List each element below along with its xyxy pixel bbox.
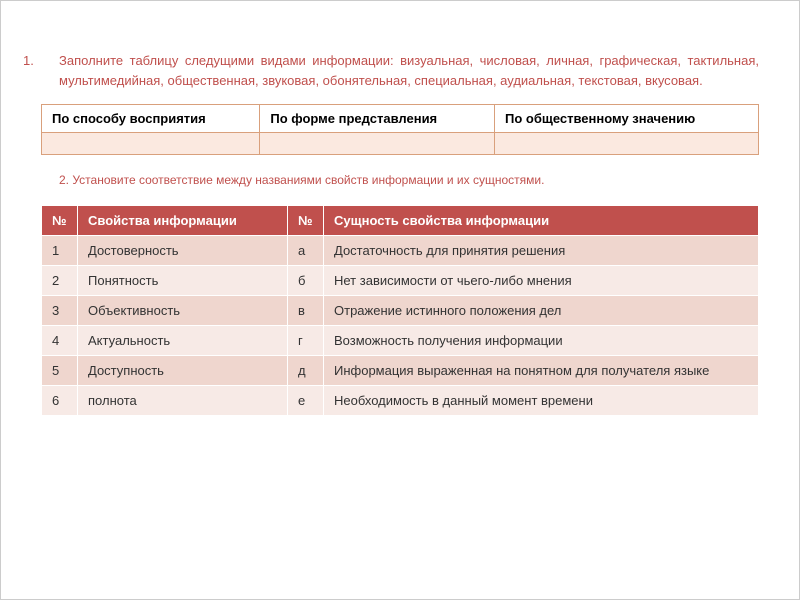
- table2-cell-prop: Достоверность: [78, 236, 288, 266]
- table2-cell-num: 4: [42, 326, 78, 356]
- table2-cell-letter: б: [288, 266, 324, 296]
- table2-cell-letter: а: [288, 236, 324, 266]
- table1-cell: [260, 133, 495, 155]
- table1-header-0: По способу восприятия: [42, 105, 260, 133]
- table1-header-row: По способу восприятия По форме представл…: [42, 105, 759, 133]
- table2-cell-ess: Достаточность для принятия решения: [324, 236, 759, 266]
- table2-cell-letter: г: [288, 326, 324, 356]
- table2-header-row: № Свойства информации № Сущность свойств…: [42, 206, 759, 236]
- table2-cell-num: 6: [42, 386, 78, 416]
- table2-cell-letter: в: [288, 296, 324, 326]
- table2-row: 2 Понятность б Нет зависимости от чьего-…: [42, 266, 759, 296]
- table2-header-num2: №: [288, 206, 324, 236]
- table2: № Свойства информации № Сущность свойств…: [41, 205, 759, 416]
- table2-cell-ess: Отражение истинного положения дел: [324, 296, 759, 326]
- task1-text: 1.Заполните таблицу следущими видами инф…: [41, 51, 759, 90]
- table2-cell-num: 2: [42, 266, 78, 296]
- table2-cell-letter: е: [288, 386, 324, 416]
- table2-row: 4 Актуальность г Возможность получения и…: [42, 326, 759, 356]
- table2-cell-prop: Актуальность: [78, 326, 288, 356]
- task1-body: Заполните таблицу следущими видами инфор…: [59, 53, 759, 88]
- table2-row: 6 полнота е Необходимость в данный момен…: [42, 386, 759, 416]
- table2-cell-num: 5: [42, 356, 78, 386]
- table2-cell-num: 3: [42, 296, 78, 326]
- table2-header-property: Свойства информации: [78, 206, 288, 236]
- table2-cell-ess: Необходимость в данный момент времени: [324, 386, 759, 416]
- table2-cell-ess: Информация выраженная на понятном для по…: [324, 356, 759, 386]
- table2-cell-num: 1: [42, 236, 78, 266]
- table2-row: 5 Доступность д Информация выраженная на…: [42, 356, 759, 386]
- table2-cell-ess: Возможность получения информации: [324, 326, 759, 356]
- table1-row: [42, 133, 759, 155]
- table2-cell-prop: Доступность: [78, 356, 288, 386]
- table2-row: 3 Объективность в Отражение истинного по…: [42, 296, 759, 326]
- table2-row: 1 Достоверность а Достаточность для прин…: [42, 236, 759, 266]
- table1-cell: [495, 133, 759, 155]
- table2-cell-prop: полнота: [78, 386, 288, 416]
- slide-page: 1.Заполните таблицу следущими видами инф…: [0, 0, 800, 600]
- table1-header-2: По общественному значению: [495, 105, 759, 133]
- table1: По способу восприятия По форме представл…: [41, 104, 759, 155]
- table2-header-essence: Сущность свойства информации: [324, 206, 759, 236]
- table2-cell-prop: Понятность: [78, 266, 288, 296]
- table1-cell: [42, 133, 260, 155]
- task1-number: 1.: [41, 51, 59, 71]
- table1-header-1: По форме представления: [260, 105, 495, 133]
- table2-header-num: №: [42, 206, 78, 236]
- table2-cell-prop: Объективность: [78, 296, 288, 326]
- task2-text: 2. Установите соответствие между названи…: [41, 173, 759, 187]
- table2-cell-ess: Нет зависимости от чьего-либо мнения: [324, 266, 759, 296]
- table2-cell-letter: д: [288, 356, 324, 386]
